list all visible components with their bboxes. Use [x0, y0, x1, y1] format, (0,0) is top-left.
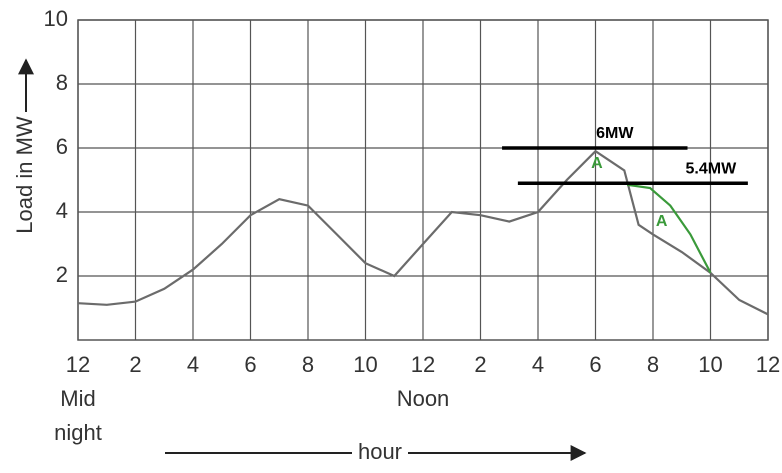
x-sublabel: Mid	[60, 386, 95, 411]
y-tick-label: 2	[56, 262, 68, 287]
x-tick-label: 6	[244, 352, 256, 377]
reference-label: 5.4MW	[686, 160, 738, 177]
y-tick-label: 8	[56, 70, 68, 95]
x-tick-label: 10	[698, 352, 722, 377]
x-tick-label: 4	[187, 352, 199, 377]
y-axis-label: Load in MW	[12, 116, 37, 234]
y-tick-label: 4	[56, 198, 68, 223]
x-tick-label: 8	[647, 352, 659, 377]
x-tick-label: 2	[129, 352, 141, 377]
area-label: A	[591, 155, 603, 172]
shifted-curve	[626, 183, 712, 274]
area-label: A	[656, 213, 668, 230]
x-tick-label: 12	[411, 352, 435, 377]
reference-label: 6MW	[596, 125, 634, 142]
x-tick-label: 4	[532, 352, 544, 377]
x-tick-label: 10	[353, 352, 377, 377]
y-tick-label: 6	[56, 134, 68, 159]
y-tick-label: 10	[44, 6, 68, 31]
load-curve	[77, 149, 769, 316]
x-axis-label: hour	[358, 439, 402, 464]
x-sublabel: night	[54, 420, 102, 445]
x-tick-label: 12	[756, 352, 780, 377]
x-tick-label: 2	[474, 352, 486, 377]
x-tick-label: 12	[66, 352, 90, 377]
x-sublabel: Noon	[397, 386, 450, 411]
x-tick-label: 8	[302, 352, 314, 377]
x-tick-label: 6	[589, 352, 601, 377]
